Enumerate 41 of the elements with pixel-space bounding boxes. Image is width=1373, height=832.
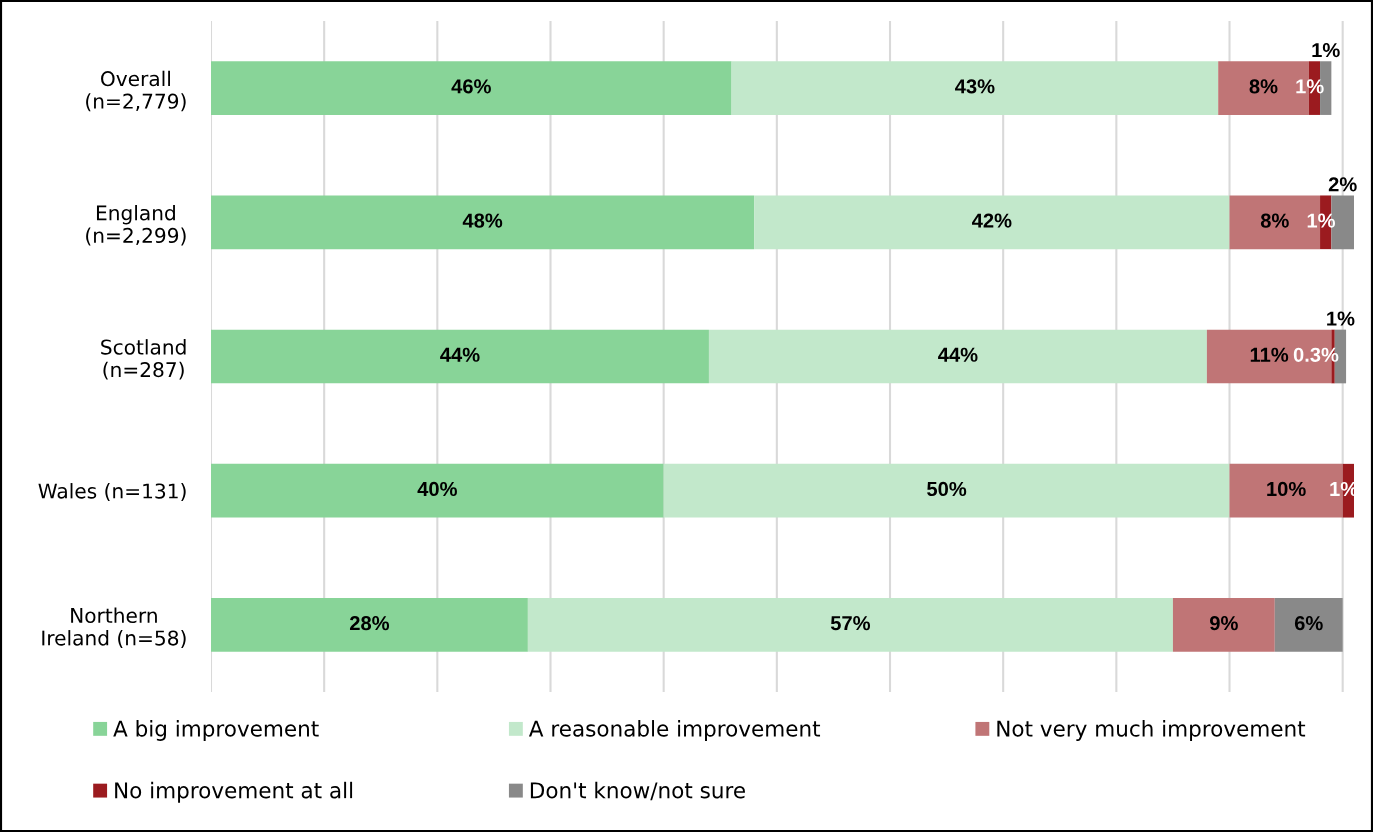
bar — [211, 61, 732, 115]
data-label: 44% — [938, 347, 978, 362]
data-label: 40% — [417, 481, 457, 497]
data-label: 9% — [1210, 616, 1238, 631]
bar — [211, 598, 528, 652]
legend-label: A big improvement — [113, 720, 319, 741]
data-label: 1% — [1327, 311, 1355, 326]
data-label: 48% — [462, 213, 503, 228]
y-tick-label: Northern Ireland (n=58) — [42, 607, 186, 649]
y-tick-label: Scotland (n=287) — [101, 339, 186, 380]
data-label: 28% — [349, 616, 390, 631]
bar — [731, 61, 1219, 115]
y-tick-label: Wales (n=131) — [38, 483, 186, 502]
bar — [1172, 598, 1275, 652]
legend-label: Don't know/not sure — [530, 781, 745, 801]
bar — [211, 195, 755, 250]
data-label: 8% — [1249, 79, 1278, 94]
data-label: 6% — [1294, 616, 1323, 631]
y-tick-label: Overall (n=2,779) — [86, 70, 186, 112]
legend-label: No improvement at all — [115, 781, 353, 803]
bar — [527, 598, 1173, 652]
bar — [211, 329, 709, 384]
bar — [211, 463, 664, 518]
bar — [1274, 598, 1343, 652]
data-label: 10% — [1267, 481, 1306, 497]
data-label: 2% — [1328, 177, 1357, 192]
data-label: 11% — [1250, 347, 1289, 362]
data-label: 50% — [927, 481, 967, 497]
data-label: 1% — [1312, 43, 1340, 58]
data-label: 46% — [451, 79, 491, 94]
bar — [708, 329, 1207, 384]
y-tick-label: England (n=2,299) — [86, 204, 186, 246]
data-label: 8% — [1260, 213, 1289, 228]
data-label: 42% — [972, 213, 1012, 228]
bar — [663, 463, 1230, 518]
data-label: 43% — [955, 79, 995, 94]
legend-label: A reasonable improvement — [528, 720, 821, 741]
data-label: 44% — [440, 347, 480, 362]
legend-label: Not very much improvement — [997, 720, 1306, 741]
data-label: 57% — [830, 616, 871, 631]
bar — [754, 195, 1230, 250]
